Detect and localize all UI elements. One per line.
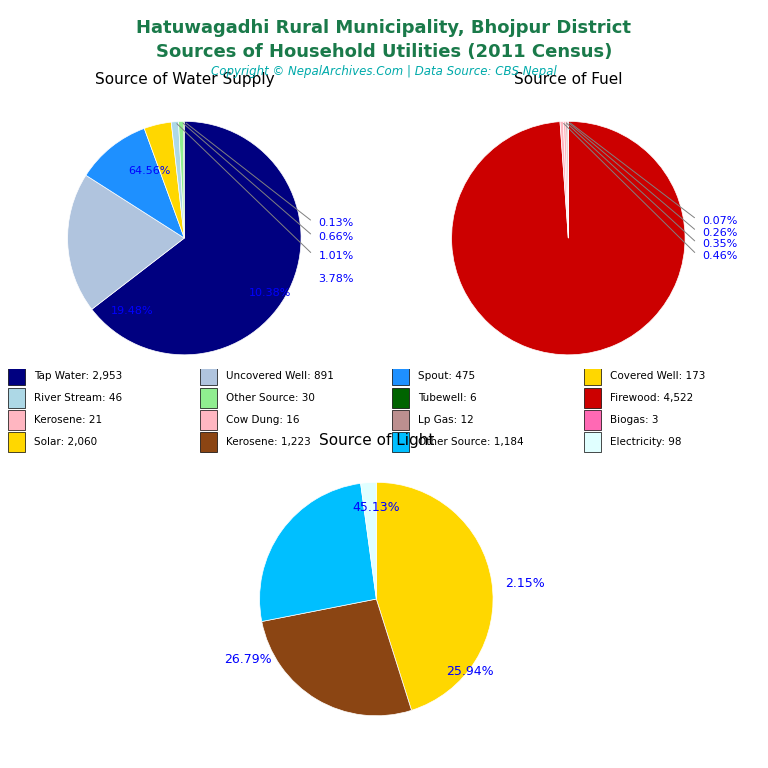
Text: Tap Water: 2,953: Tap Water: 2,953 <box>34 371 122 381</box>
Text: Spout: 475: Spout: 475 <box>418 371 475 381</box>
Text: Kerosene: 1,223: Kerosene: 1,223 <box>226 437 310 447</box>
Text: Other Source: 1,184: Other Source: 1,184 <box>418 437 524 447</box>
Wedge shape <box>560 121 568 238</box>
Wedge shape <box>262 599 412 716</box>
Text: 3.78%: 3.78% <box>319 274 354 284</box>
Text: 0.35%: 0.35% <box>703 240 738 250</box>
Bar <box>8 366 25 386</box>
Text: 19.48%: 19.48% <box>111 306 153 316</box>
Bar <box>200 388 217 408</box>
Text: 98.86%: 98.86% <box>0 767 1 768</box>
Wedge shape <box>376 482 493 710</box>
Bar <box>392 366 409 386</box>
Text: 10.38%: 10.38% <box>249 289 291 299</box>
Text: Tubewell: 6: Tubewell: 6 <box>418 392 476 402</box>
Text: 0.46%: 0.46% <box>703 251 738 261</box>
Bar <box>584 432 601 452</box>
Bar <box>8 432 25 452</box>
Wedge shape <box>178 121 184 238</box>
Text: 26.79%: 26.79% <box>223 654 271 667</box>
Wedge shape <box>260 483 376 621</box>
Text: Covered Well: 173: Covered Well: 173 <box>610 371 705 381</box>
Title: Source of Water Supply: Source of Water Supply <box>94 72 274 87</box>
Text: Electricity: 98: Electricity: 98 <box>610 437 681 447</box>
Wedge shape <box>452 121 685 355</box>
Wedge shape <box>361 482 376 599</box>
Bar <box>392 432 409 452</box>
Text: Biogas: 3: Biogas: 3 <box>610 415 658 425</box>
Title: Source of Light: Source of Light <box>319 433 434 448</box>
Text: 0.66%: 0.66% <box>319 233 354 243</box>
Bar <box>392 410 409 429</box>
Text: 1.01%: 1.01% <box>319 251 354 261</box>
Text: Copyright © NepalArchives.Com | Data Source: CBS Nepal: Copyright © NepalArchives.Com | Data Sou… <box>211 65 557 78</box>
Text: 0.13%: 0.13% <box>319 218 354 228</box>
Wedge shape <box>68 175 184 310</box>
Text: 45.13%: 45.13% <box>353 502 400 515</box>
Bar <box>8 410 25 429</box>
Text: 25.94%: 25.94% <box>446 665 494 678</box>
Wedge shape <box>86 128 184 238</box>
Bar <box>8 388 25 408</box>
Bar <box>200 410 217 429</box>
Text: Other Source: 30: Other Source: 30 <box>226 392 315 402</box>
Text: 0.07%: 0.07% <box>703 216 738 226</box>
Text: Uncovered Well: 891: Uncovered Well: 891 <box>226 371 333 381</box>
Bar <box>392 388 409 408</box>
Text: Lp Gas: 12: Lp Gas: 12 <box>418 415 474 425</box>
Text: Cow Dung: 16: Cow Dung: 16 <box>226 415 300 425</box>
Text: River Stream: 46: River Stream: 46 <box>34 392 122 402</box>
Bar <box>200 432 217 452</box>
Bar <box>584 410 601 429</box>
Text: Hatuwagadhi Rural Municipality, Bhojpur District
Sources of Household Utilities : Hatuwagadhi Rural Municipality, Bhojpur … <box>137 19 631 61</box>
Text: 0.26%: 0.26% <box>703 228 738 238</box>
Wedge shape <box>564 121 568 238</box>
Text: Solar: 2,060: Solar: 2,060 <box>34 437 97 447</box>
Bar <box>200 366 217 386</box>
Wedge shape <box>92 121 301 355</box>
Text: 2.15%: 2.15% <box>505 578 545 591</box>
Bar <box>584 366 601 386</box>
Wedge shape <box>566 121 568 238</box>
Text: 64.56%: 64.56% <box>128 166 170 176</box>
Text: Firewood: 4,522: Firewood: 4,522 <box>610 392 693 402</box>
Bar <box>584 388 601 408</box>
Title: Source of Fuel: Source of Fuel <box>514 72 623 87</box>
Wedge shape <box>144 122 184 238</box>
Text: Kerosene: 21: Kerosene: 21 <box>34 415 102 425</box>
Wedge shape <box>171 121 184 238</box>
